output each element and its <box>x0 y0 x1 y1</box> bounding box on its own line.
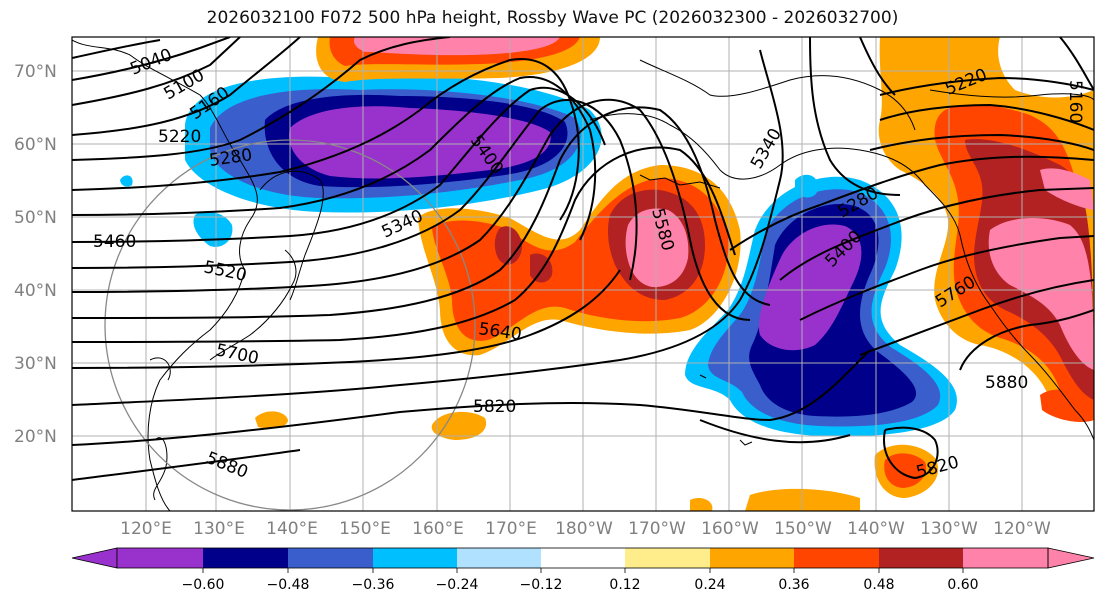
colorbar-bin <box>117 548 203 568</box>
coastlines <box>72 39 1094 511</box>
colorbar-extend-high <box>1047 547 1095 569</box>
lat-label: 40°N <box>14 281 57 301</box>
colorbar-bin <box>963 548 1048 568</box>
plot-frame <box>71 36 1095 512</box>
height-contours <box>72 37 1094 481</box>
colorbar-bin <box>710 548 794 568</box>
colorbar-tick-label: −0.36 <box>352 577 395 593</box>
lon-label: 180°W <box>555 519 613 539</box>
reference-circle <box>104 139 476 511</box>
colorbar-tick-label: 0.12 <box>609 577 640 593</box>
lat-label: 20°N <box>14 427 57 447</box>
contour-label: 5880 <box>203 448 251 483</box>
lon-label: 130°W <box>920 519 978 539</box>
lon-label: 120°W <box>993 519 1051 539</box>
contour-label: 5220 <box>158 127 201 147</box>
colorbar-tick-label: 0.48 <box>863 577 894 593</box>
colorbar-bin <box>288 548 373 568</box>
colorbar-bin <box>541 548 625 568</box>
lat-label: 50°N <box>14 208 57 228</box>
colorbar-bin <box>373 548 457 568</box>
lat-label: 30°N <box>14 354 57 374</box>
anomaly-shading <box>120 37 1094 511</box>
lon-label: 170°W <box>628 519 686 539</box>
contour-label: 5160 <box>1065 80 1085 123</box>
longitude-labels: 120°E 130°E 140°E 150°E 160°E 170°E 180°… <box>120 519 1051 539</box>
map-title: 2026032100 F072 500 hPa height, Rossby W… <box>206 8 899 28</box>
lon-label: 150°E <box>339 519 391 539</box>
colorbar: −0.60 −0.48 −0.36 −0.24 −0.12 0.12 0.24 … <box>71 547 1095 593</box>
lat-label: 60°N <box>14 135 57 155</box>
colorbar-bin <box>879 548 963 568</box>
colorbar-bin <box>794 548 879 568</box>
contour-label: 5700 <box>214 340 260 369</box>
colorbar-tick-label: 0.36 <box>778 577 809 593</box>
colorbar-bin <box>203 548 288 568</box>
contour-label: 5880 <box>985 373 1028 393</box>
lon-label: 170°E <box>485 519 537 539</box>
contour-label: 5040 <box>127 45 175 80</box>
colorbar-bin <box>457 548 541 568</box>
colorbar-extend-low <box>71 547 118 569</box>
lon-label: 160°E <box>412 519 464 539</box>
contour-label: 5820 <box>473 397 516 417</box>
colorbar-tick-label: −0.60 <box>182 577 225 593</box>
colorbar-tick-label: −0.24 <box>436 577 479 593</box>
lon-label: 130°E <box>193 519 245 539</box>
colorbar-bin <box>625 548 710 568</box>
lon-label: 120°E <box>120 519 172 539</box>
latitude-labels: 70°N 60°N 50°N 40°N 30°N 20°N <box>14 62 57 447</box>
colorbar-tick-label: −0.12 <box>520 577 563 593</box>
colorbar-tick-label: 0.24 <box>694 577 725 593</box>
lon-label: 140°W <box>847 519 905 539</box>
lon-label: 140°E <box>266 519 318 539</box>
colorbar-tick-label: 0.60 <box>947 577 978 593</box>
contour-label: 5460 <box>93 232 136 252</box>
lon-label: 150°W <box>774 519 832 539</box>
lat-label: 70°N <box>14 62 57 82</box>
lon-label: 160°W <box>701 519 759 539</box>
colorbar-tick-label: −0.48 <box>267 577 310 593</box>
